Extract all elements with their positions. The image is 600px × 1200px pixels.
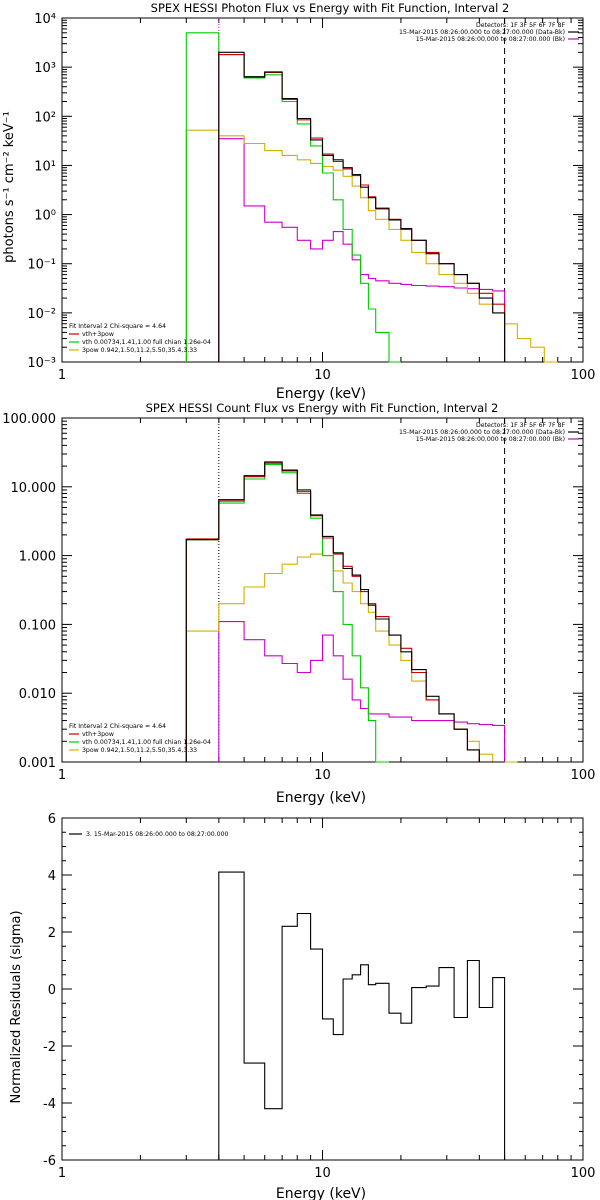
x-tick-label: 100 xyxy=(571,368,596,383)
x-tick-label: 1 xyxy=(58,768,66,783)
x-tick-label: 100 xyxy=(571,1166,596,1181)
y-tick-label: 0.001 xyxy=(19,756,56,771)
legend-text: vth+3pow xyxy=(82,331,114,338)
legend-text: 3. 15-Mar-2015 08:26:00.000 to 08:27:00.… xyxy=(86,831,229,838)
residuals-panel: Energy (keV) Normalized Residuals (sigma… xyxy=(9,812,595,1200)
series-line-0 xyxy=(218,621,506,762)
y-tick-label: 10⁻³ xyxy=(27,356,56,371)
x-axis-label: Energy (keV) xyxy=(276,386,366,402)
x-tick-label: 100 xyxy=(571,768,596,783)
y-tick-label: 4 xyxy=(48,869,56,884)
series-line-4 xyxy=(218,51,506,362)
legend-text: vth 0.00734,1.41,1.00 full chian 1.26e-0… xyxy=(82,339,211,346)
y-tick-label: -6 xyxy=(43,1154,56,1169)
legend-text: 15-Mar-2015 08:26:00.000 to 08:27:00.000… xyxy=(416,436,565,443)
x-tick-label: 1 xyxy=(58,1166,66,1181)
count-flux-panel: SPEX HESSI Count Flux vs Energy with Fit… xyxy=(2,401,595,806)
legend-text: 15-Mar-2015 08:26:00.000 to 08:27:00.000… xyxy=(399,29,565,36)
series-line-3 xyxy=(218,54,506,362)
y-tick-label: 10¹ xyxy=(34,159,56,174)
y-tick-label: 0.010 xyxy=(19,687,56,702)
legend-text: Fit Interval 2 Chi-square = 4.64 xyxy=(69,323,166,330)
y-tick-label: 10.000 xyxy=(11,481,57,496)
panel-title: SPEX HESSI Photon Flux vs Energy with Fi… xyxy=(151,1,510,15)
panel-title: SPEX HESSI Count Flux vs Energy with Fit… xyxy=(146,401,499,415)
legend-text: 15-Mar-2015 08:26:00.000 to 08:27:00.000… xyxy=(416,36,565,43)
y-axis-label: Normalized Residuals (sigma) xyxy=(9,910,24,1103)
y-tick-label: 0 xyxy=(48,983,56,998)
series-line-0 xyxy=(218,138,506,362)
x-axis-label: Energy (keV) xyxy=(276,1186,366,1200)
y-axis-label: photons s⁻¹ cm⁻² keV⁻¹ xyxy=(2,111,17,263)
series-line-2 xyxy=(185,464,389,763)
series-line-0 xyxy=(218,871,506,1160)
y-tick-label: 10⁻² xyxy=(27,307,56,322)
y-tick-label: 100.000 xyxy=(2,412,56,427)
photon-flux-panel: SPEX HESSI Photon Flux vs Energy with Fi… xyxy=(2,1,595,402)
legend-text: 15-Mar-2015 08:26:00.000 to 08:27:00.000… xyxy=(399,429,565,436)
legend-text: 3pow 0.942,1.50,11.2,5.50,35.4,3.33 xyxy=(82,347,197,354)
x-tick-label: 10 xyxy=(314,768,331,783)
y-tick-label: 2 xyxy=(48,926,56,941)
y-tick-label: 1.000 xyxy=(19,550,56,565)
y-tick-label: -4 xyxy=(43,1097,56,1112)
y-tick-label: 10² xyxy=(34,110,56,125)
y-tick-label: 0.100 xyxy=(19,618,56,633)
series-line-2 xyxy=(185,32,401,363)
x-tick-label: 1 xyxy=(58,368,66,383)
legend-text: vth 0.00734,1.41,1.00 full chian 1.26e-0… xyxy=(82,739,211,746)
legend-text: 3pow 0.942,1.50,11.2,5.50,35.4,3.33 xyxy=(82,747,197,754)
legend-text: Detectors: 1F 3F 5F 6F 7F 8F xyxy=(476,22,565,29)
series-line-1 xyxy=(185,129,558,363)
x-tick-label: 10 xyxy=(314,1166,331,1181)
legend-text: vth+3pow xyxy=(82,731,114,738)
y-tick-label: -2 xyxy=(43,1040,56,1055)
legend-text: Fit Interval 2 Chi-square = 4.64 xyxy=(69,723,166,730)
y-tick-label: 10⁴ xyxy=(34,12,56,27)
series-line-3 xyxy=(185,462,493,763)
legend-text: Detectors: 1F 3F 5F 6F 7F 8F xyxy=(476,422,565,429)
y-tick-label: 10³ xyxy=(34,61,56,76)
series-line-4 xyxy=(185,461,505,763)
x-tick-label: 10 xyxy=(314,368,331,383)
x-axis-label: Energy (keV) xyxy=(276,790,366,806)
y-tick-label: 6 xyxy=(48,812,56,827)
y-tick-label: 10⁰ xyxy=(34,209,56,224)
y-tick-label: 10⁻¹ xyxy=(27,258,56,273)
